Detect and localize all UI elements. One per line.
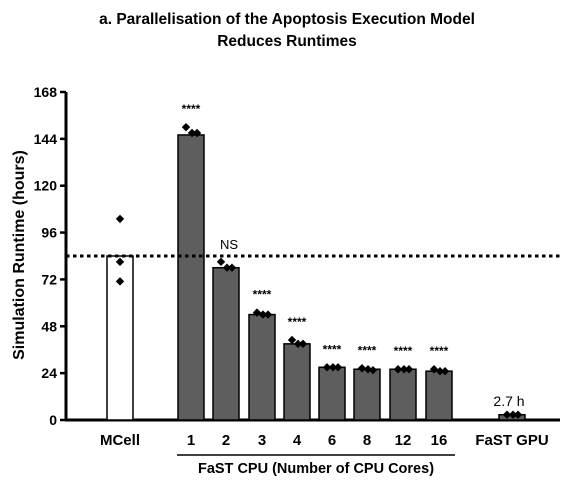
significance-label-8: ****	[430, 344, 449, 358]
x-category-label-0: MCell	[100, 432, 140, 449]
data-point-1-1	[187, 128, 197, 138]
group-label: FaST CPU (Number of CPU Cores)	[198, 461, 434, 477]
data-point-2-0	[216, 257, 226, 267]
data-point-6-2	[368, 366, 378, 375]
data-point-3-2	[263, 310, 273, 319]
data-point-9-1	[508, 410, 518, 419]
y-tick-label-7: 168	[34, 84, 58, 100]
data-point-1-0	[181, 122, 191, 132]
y-tick-label-1: 24	[41, 365, 57, 381]
significance-label-5: ****	[323, 342, 342, 356]
x-category-label-5: 6	[328, 432, 336, 449]
chart-title-line-2: Reduces Runtimes	[217, 33, 357, 50]
bar-5	[318, 366, 346, 421]
data-point-5-0	[322, 363, 332, 372]
data-point-7-0	[393, 365, 403, 374]
x-category-label-8: 16	[431, 432, 448, 449]
y-axis-label: Simulation Runtime (hours)	[11, 150, 28, 360]
significance-label-7: ****	[394, 344, 413, 358]
y-tick-label-4: 96	[41, 225, 57, 241]
x-category-label-1: 1	[187, 432, 195, 449]
data-point-0-0	[115, 214, 125, 224]
chart-title-line-1: a. Parallelisation of the Apoptosis Exec…	[99, 11, 475, 28]
x-category-label-3: 3	[258, 432, 266, 449]
x-category-label-7: 12	[395, 432, 412, 449]
data-point-8-2	[440, 366, 450, 376]
data-point-4-2	[298, 339, 308, 349]
y-tick-label-3: 72	[41, 271, 57, 287]
data-point-7-1	[399, 365, 409, 374]
data-point-8-1	[435, 366, 445, 376]
y-tick-label-0: 0	[49, 412, 57, 428]
x-category-label-6: 8	[363, 432, 371, 449]
significance-label-3: ****	[253, 288, 272, 302]
bar-7	[389, 368, 417, 421]
data-point-6-0	[357, 364, 367, 373]
bar-4	[283, 343, 311, 421]
data-point-0-2	[115, 277, 125, 286]
data-point-7-2	[404, 365, 414, 374]
bar-2	[212, 266, 240, 421]
data-point-5-1	[328, 363, 338, 372]
significance-label-6: ****	[358, 343, 377, 357]
bar-8	[425, 370, 453, 421]
data-point-5-2	[333, 363, 343, 372]
data-point-4-0	[287, 335, 297, 345]
data-point-3-1	[258, 310, 268, 319]
significance-label-1: ****	[182, 102, 201, 116]
y-tick-label-5: 120	[34, 178, 58, 194]
x-category-label-4: 4	[293, 432, 302, 449]
bar-3	[248, 313, 276, 421]
x-category-label-2: 2	[222, 432, 230, 449]
x-category-label-9: FaST GPU	[475, 432, 548, 449]
y-tick-label-2: 48	[41, 318, 57, 334]
data-point-9-0	[502, 410, 512, 419]
bar-6	[353, 368, 381, 421]
significance-label-4: ****	[288, 315, 307, 329]
gpu-runtime-annotation: 2.7 h	[493, 393, 524, 409]
data-point-9-2	[513, 410, 523, 419]
data-point-2-1	[222, 263, 232, 272]
data-point-0-1	[115, 257, 125, 267]
data-point-1-2	[192, 128, 202, 138]
data-point-4-1	[293, 339, 303, 349]
y-tick-label-6: 144	[34, 131, 58, 147]
data-point-2-2	[227, 263, 237, 272]
bar-1	[177, 134, 205, 421]
significance-label-2: NS	[220, 237, 238, 252]
